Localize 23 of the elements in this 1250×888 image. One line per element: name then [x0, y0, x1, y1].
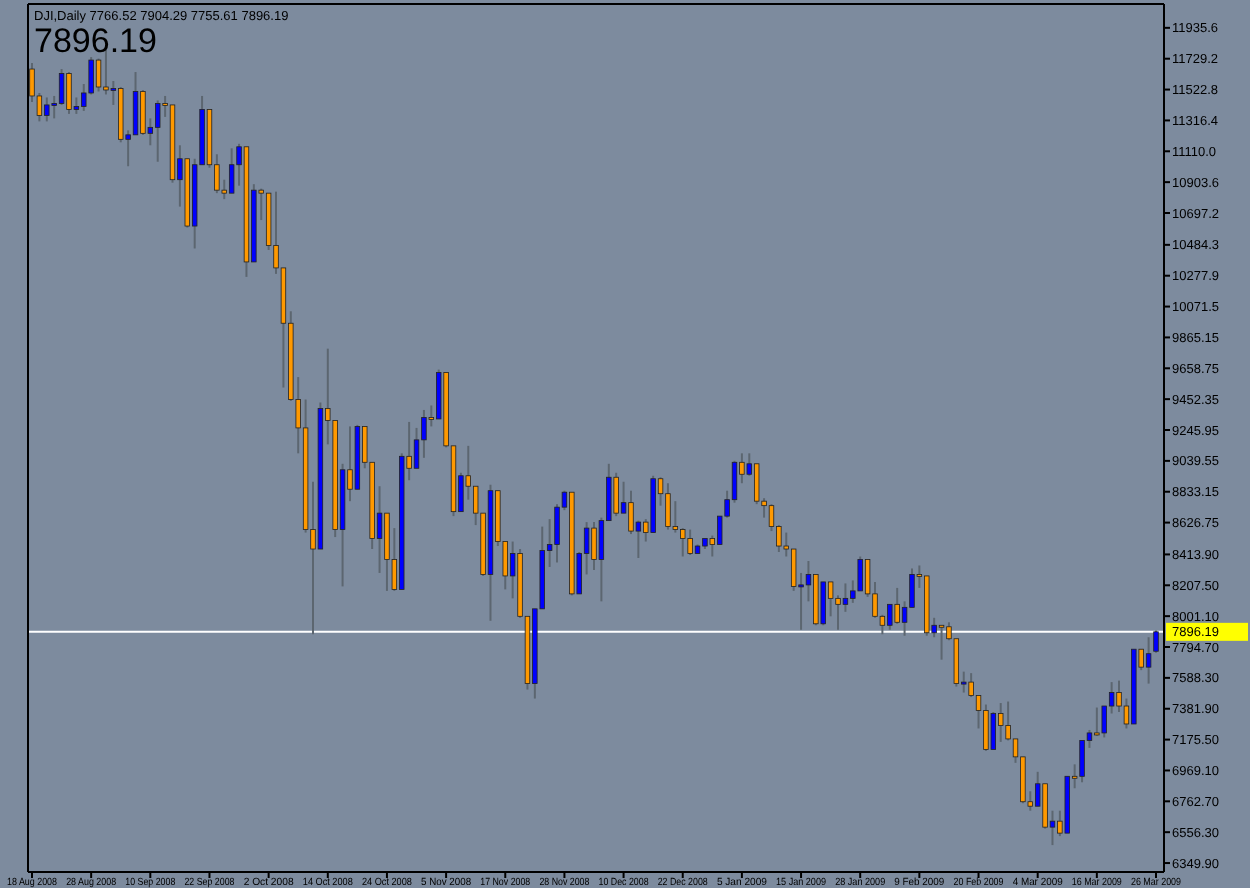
candlestick	[983, 703, 989, 752]
text: 7896.19	[34, 22, 157, 60]
candlestick	[842, 582, 849, 613]
candlestick	[58, 68, 65, 106]
candlestick	[1145, 636, 1152, 685]
candlestick	[665, 482, 671, 531]
candlestick	[1094, 706, 1100, 737]
candlestick	[894, 586, 900, 625]
candlestick	[66, 71, 72, 115]
candlestick	[680, 527, 686, 558]
candlestick	[938, 624, 945, 661]
candlestick	[687, 528, 693, 556]
candlestick	[628, 489, 634, 536]
candlestick	[155, 99, 161, 163]
candlestick	[591, 521, 597, 571]
candlestick	[820, 580, 826, 627]
candlestick	[998, 702, 1004, 743]
candlestick	[613, 471, 619, 518]
candlestick	[990, 711, 997, 751]
candlestick	[95, 57, 102, 93]
candlestick	[228, 147, 235, 195]
candlestick	[44, 96, 50, 123]
candlestick	[132, 71, 139, 136]
